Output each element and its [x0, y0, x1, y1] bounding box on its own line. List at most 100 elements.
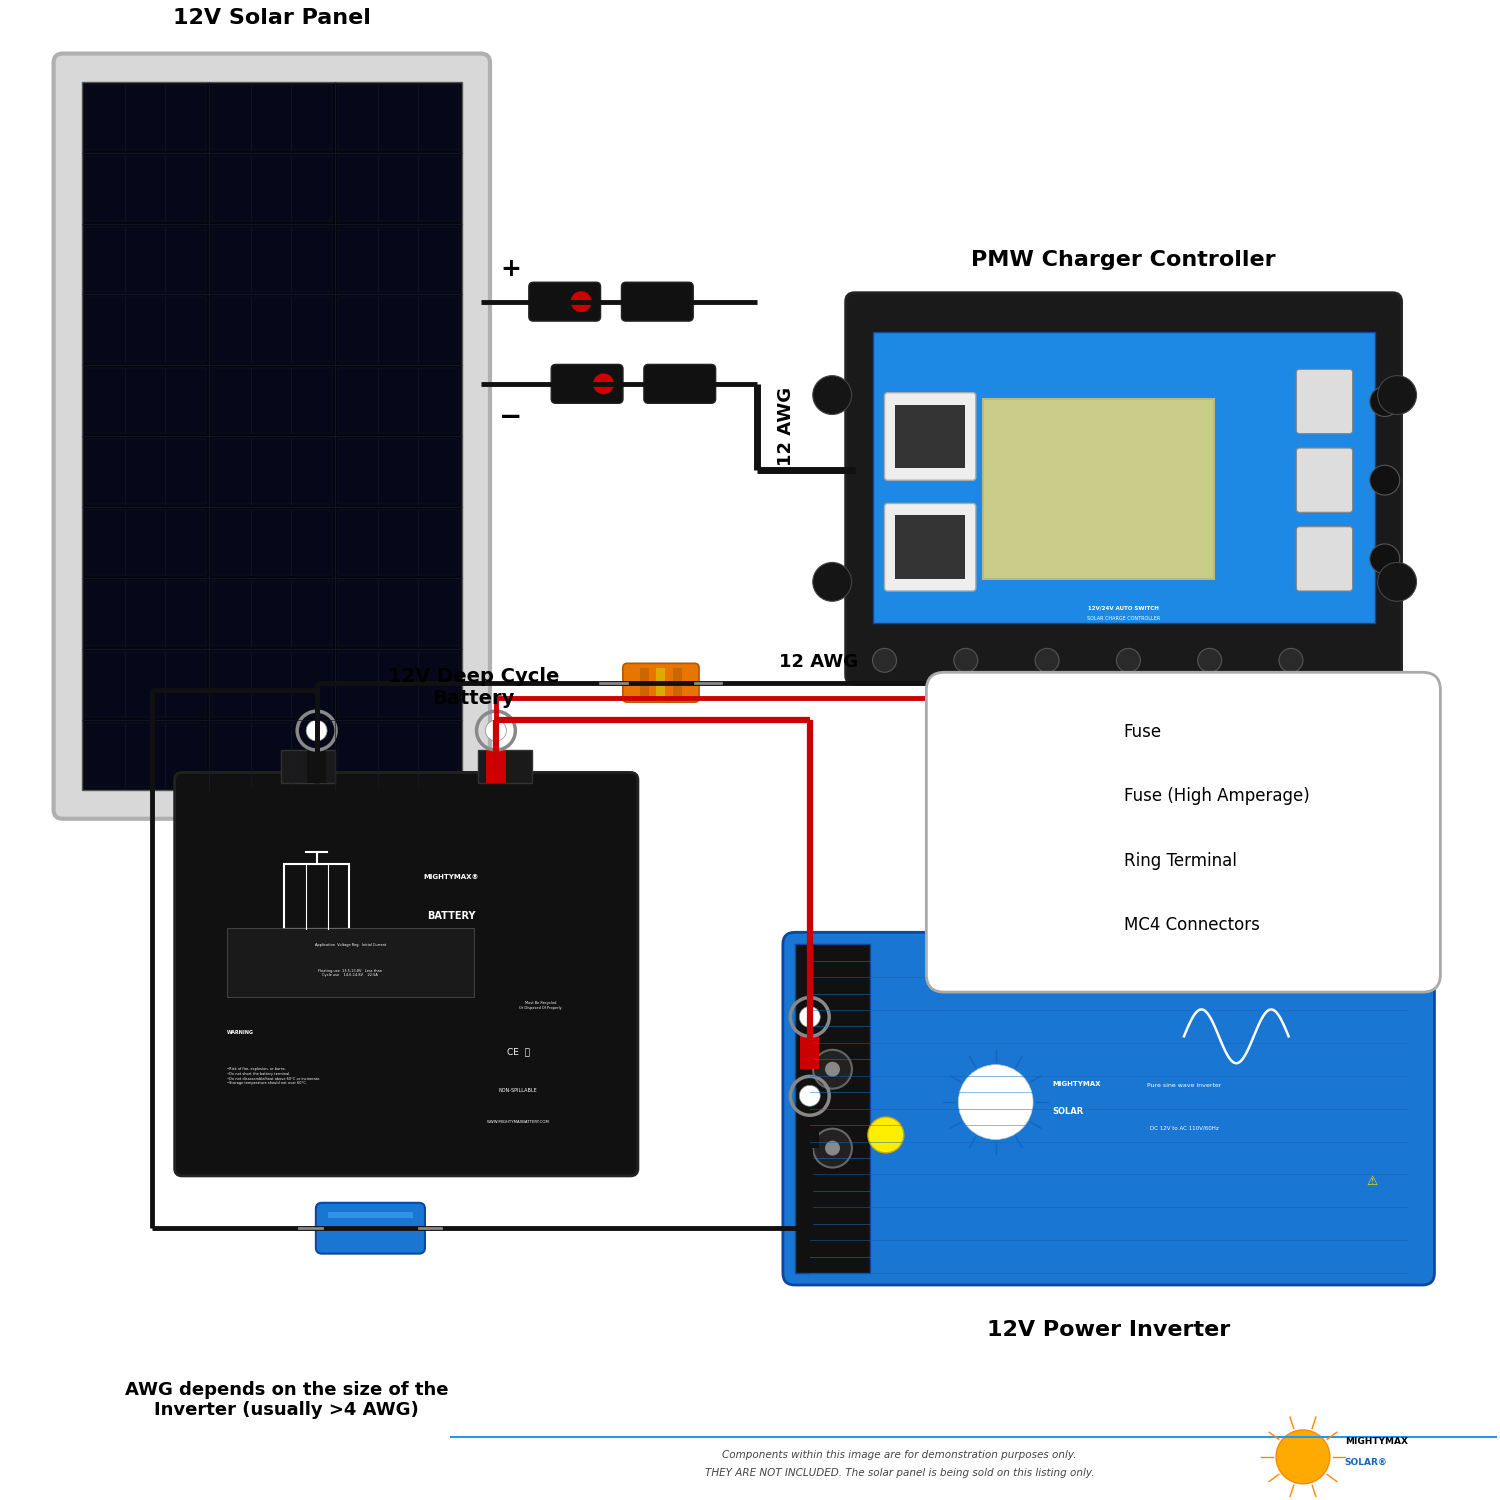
Bar [338, 156, 459, 220]
Bar [1041, 717, 1050, 747]
Circle shape [1370, 544, 1400, 574]
Bar [338, 723, 459, 788]
Text: DC 12V to AC 110V/60Hz: DC 12V to AC 110V/60Hz [1149, 1126, 1218, 1131]
Bar [338, 86, 459, 150]
Text: SOLAR: SOLAR [1053, 1107, 1083, 1116]
Text: Floating use  13.5-13.8V   Less than
Cycle use    14.6-14.8V    22.5A: Floating use 13.5-13.8V Less than Cycle … [318, 969, 382, 978]
Circle shape [1377, 375, 1416, 414]
Bar [800, 1036, 819, 1070]
Circle shape [813, 1050, 852, 1089]
Circle shape [1197, 648, 1221, 672]
FancyBboxPatch shape [783, 933, 1434, 1286]
Bar [86, 723, 206, 788]
Text: 12V Power Inverter: 12V Power Inverter [987, 1320, 1230, 1340]
Circle shape [486, 720, 507, 741]
Bar [674, 668, 682, 698]
Circle shape [1280, 648, 1304, 672]
Bar [338, 297, 459, 363]
Circle shape [800, 1007, 820, 1028]
Bar [211, 226, 332, 291]
FancyBboxPatch shape [622, 663, 699, 702]
Bar [86, 440, 206, 504]
Circle shape [306, 720, 327, 741]
Bar [639, 668, 648, 698]
Circle shape [570, 291, 591, 312]
Text: Application  Voltage Reg.  Initial Current: Application Voltage Reg. Initial Current [315, 944, 386, 946]
FancyBboxPatch shape [968, 718, 1044, 758]
Bar [284, 864, 350, 930]
FancyBboxPatch shape [846, 292, 1401, 684]
Bar [338, 440, 459, 504]
Text: +: + [501, 256, 522, 280]
Bar [211, 651, 332, 717]
Circle shape [954, 648, 978, 672]
FancyBboxPatch shape [1296, 526, 1353, 591]
FancyBboxPatch shape [885, 504, 977, 591]
Bar [987, 782, 1065, 788]
Circle shape [825, 1140, 840, 1155]
FancyBboxPatch shape [174, 772, 638, 1176]
Bar [86, 226, 206, 291]
FancyBboxPatch shape [927, 672, 1440, 992]
Bar [1004, 717, 1013, 747]
Bar [211, 510, 332, 574]
FancyBboxPatch shape [644, 364, 716, 404]
FancyBboxPatch shape [966, 897, 1024, 924]
Circle shape [1035, 648, 1059, 672]
Bar [86, 369, 206, 434]
FancyBboxPatch shape [621, 282, 693, 321]
FancyBboxPatch shape [530, 282, 600, 321]
Bar [984, 723, 993, 753]
Bar [800, 1114, 819, 1148]
Bar [338, 226, 459, 291]
Text: 12 AWG: 12 AWG [777, 387, 795, 466]
Text: 12V/24V AUTO SWITCH: 12V/24V AUTO SWITCH [1088, 606, 1160, 610]
Text: Fuse: Fuse [1124, 723, 1161, 741]
Circle shape [1116, 648, 1140, 672]
Bar [328, 1212, 412, 1218]
Bar [1000, 723, 1010, 753]
Bar [338, 369, 459, 434]
Bar [308, 750, 327, 783]
Text: SOLAR CHARGE CONTROLLER: SOLAR CHARGE CONTROLLER [1088, 616, 1160, 621]
Text: THEY ARE NOT INCLUDED. The solar panel is being sold on this listing only.: THEY ARE NOT INCLUDED. The solar panel i… [705, 1468, 1094, 1479]
Bar [86, 86, 206, 150]
Circle shape [813, 375, 852, 414]
Bar [280, 750, 334, 783]
Text: −: − [500, 402, 522, 430]
Text: MIGHTYMAX: MIGHTYMAX [1053, 1082, 1101, 1088]
Circle shape [592, 374, 613, 394]
Text: Ring Terminal: Ring Terminal [1124, 852, 1236, 870]
Bar [226, 927, 474, 998]
Bar [211, 297, 332, 363]
Text: MIGHTYMAX: MIGHTYMAX [1346, 1437, 1408, 1446]
Bar [211, 369, 332, 434]
Bar [795, 945, 870, 1274]
Bar [86, 297, 206, 363]
Bar [338, 510, 459, 574]
Bar [338, 580, 459, 645]
Text: SOLAR®: SOLAR® [1346, 1458, 1388, 1467]
FancyBboxPatch shape [316, 1203, 424, 1254]
Text: 12V Solar Panel: 12V Solar Panel [172, 8, 370, 27]
Bar [211, 723, 332, 788]
Bar [657, 668, 666, 698]
Bar [1017, 723, 1026, 753]
FancyBboxPatch shape [1296, 448, 1353, 513]
FancyBboxPatch shape [54, 54, 491, 819]
Bar [982, 399, 1214, 579]
Text: PMW Charger Controller: PMW Charger Controller [972, 251, 1276, 270]
Bar [211, 86, 332, 150]
Bar [486, 750, 506, 783]
Bar [82, 82, 462, 790]
FancyBboxPatch shape [1296, 369, 1353, 434]
FancyBboxPatch shape [885, 393, 977, 480]
FancyBboxPatch shape [550, 364, 622, 404]
Circle shape [958, 1065, 1034, 1140]
Text: 12 AWG: 12 AWG [778, 652, 858, 670]
Text: NON-SPILLABLE: NON-SPILLABLE [500, 1088, 537, 1094]
Text: MIGHTYMAX®: MIGHTYMAX® [423, 874, 478, 880]
Circle shape [1370, 387, 1400, 417]
Circle shape [1034, 850, 1054, 871]
Bar [86, 510, 206, 574]
